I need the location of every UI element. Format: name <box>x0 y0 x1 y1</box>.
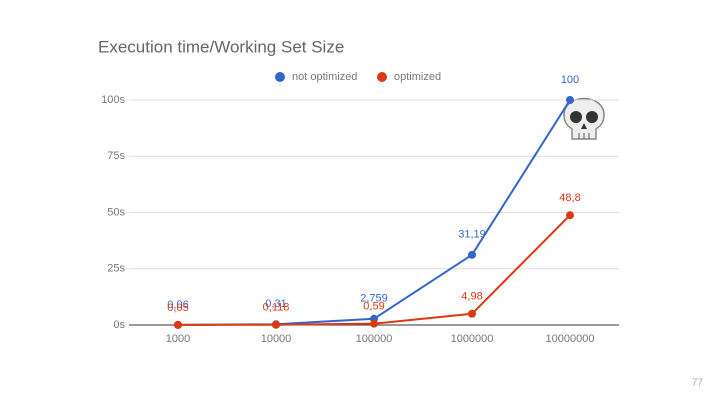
data-label: 4,98 <box>461 291 482 303</box>
y-tick-label: 25s <box>107 263 125 275</box>
data-point <box>370 319 378 328</box>
x-tick-label: 10000 <box>261 333 292 345</box>
data-point <box>566 211 574 220</box>
data-point <box>174 320 182 329</box>
data-label: 48,8 <box>559 192 580 204</box>
data-point <box>272 320 280 329</box>
chart-title: Execution time/Working Set Size <box>98 37 344 56</box>
data-label: 31,19 <box>458 229 486 241</box>
data-label: 0,31 <box>265 298 286 310</box>
y-tick-label: 0s <box>113 319 125 331</box>
legend-marker <box>377 72 387 82</box>
legend-label: not optimized <box>292 71 357 83</box>
skull-icon <box>563 97 605 140</box>
page-number: 77 <box>692 378 704 389</box>
y-tick-label: 50s <box>107 206 125 218</box>
data-label: 2,759 <box>360 293 388 305</box>
data-label: 0,118 <box>263 302 290 314</box>
data-point <box>468 309 476 318</box>
legend-marker <box>275 72 285 82</box>
y-tick-label: 100s <box>101 94 125 106</box>
legend-label: optimized <box>394 71 441 83</box>
data-point <box>468 250 476 259</box>
data-point <box>566 96 574 104</box>
data-label: 0,05 <box>167 302 188 314</box>
x-tick-label: 10000000 <box>546 333 595 345</box>
x-tick-label: 1000 <box>166 333 190 345</box>
x-tick-label: 100000 <box>356 333 393 345</box>
data-label: 100 <box>561 74 579 86</box>
data-label: 0,59 <box>363 301 384 313</box>
data-label: 0,06 <box>167 299 188 311</box>
x-tick-label: 1000000 <box>451 333 494 345</box>
y-tick-label: 75s <box>107 150 125 162</box>
